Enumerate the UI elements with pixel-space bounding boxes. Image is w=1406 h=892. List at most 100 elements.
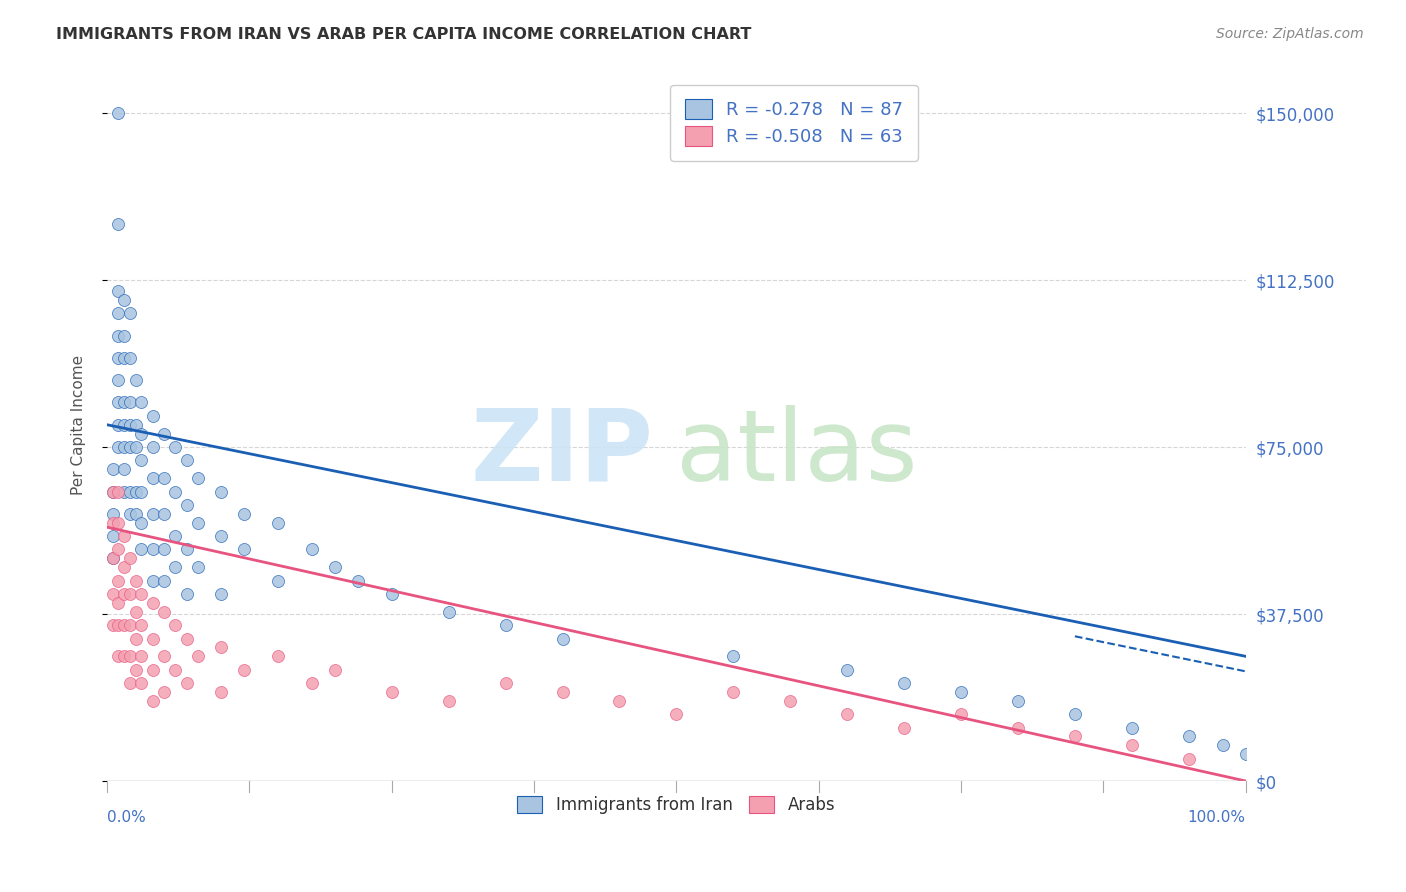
Point [1234, 747, 1257, 762]
Point [153, 605, 176, 619]
Point [129, 587, 152, 601]
Point [129, 618, 152, 632]
Point [323, 560, 346, 574]
Point [124, 574, 146, 588]
Point [107, 417, 129, 432]
Point [1121, 739, 1143, 753]
Point [118, 484, 141, 499]
Point [124, 663, 146, 677]
Point [1177, 730, 1199, 744]
Point [129, 426, 152, 441]
Point [153, 471, 176, 485]
Point [267, 574, 290, 588]
Point [495, 676, 517, 690]
Point [665, 707, 688, 722]
Text: 100.0%: 100.0% [1188, 810, 1246, 824]
Point [165, 560, 187, 574]
Point [129, 453, 152, 467]
Point [153, 542, 176, 557]
Point [176, 632, 198, 646]
Text: 0.0%: 0.0% [107, 810, 146, 824]
Point [101, 462, 124, 476]
Point [129, 676, 152, 690]
Point [118, 551, 141, 566]
Point [118, 587, 141, 601]
Point [165, 618, 187, 632]
Point [176, 587, 198, 601]
Point [112, 618, 135, 632]
Point [112, 484, 135, 499]
Point [124, 417, 146, 432]
Point [187, 649, 209, 664]
Point [107, 574, 129, 588]
Point [176, 542, 198, 557]
Point [232, 663, 254, 677]
Point [381, 587, 404, 601]
Point [176, 676, 198, 690]
Point [153, 685, 176, 699]
Text: ZIP: ZIP [471, 405, 654, 502]
Y-axis label: Per Capita Income: Per Capita Income [72, 355, 86, 495]
Point [232, 542, 254, 557]
Point [107, 596, 129, 610]
Point [107, 484, 129, 499]
Point [142, 596, 165, 610]
Point [107, 373, 129, 387]
Point [1007, 721, 1029, 735]
Point [107, 395, 129, 409]
Point [346, 574, 368, 588]
Point [142, 694, 165, 708]
Point [112, 649, 135, 664]
Point [118, 351, 141, 365]
Text: Source: ZipAtlas.com: Source: ZipAtlas.com [1216, 27, 1364, 41]
Point [107, 328, 129, 343]
Point [142, 632, 165, 646]
Point [267, 649, 290, 664]
Point [129, 395, 152, 409]
Point [495, 618, 517, 632]
Point [187, 516, 209, 530]
Point [101, 551, 124, 566]
Point [1121, 721, 1143, 735]
Point [107, 351, 129, 365]
Point [118, 395, 141, 409]
Point [107, 106, 129, 120]
Point [437, 694, 460, 708]
Point [165, 484, 187, 499]
Point [118, 507, 141, 521]
Text: IMMIGRANTS FROM IRAN VS ARAB PER CAPITA INCOME CORRELATION CHART: IMMIGRANTS FROM IRAN VS ARAB PER CAPITA … [56, 27, 752, 42]
Point [118, 306, 141, 320]
Point [118, 618, 141, 632]
Point [107, 618, 129, 632]
Point [101, 587, 124, 601]
Point [209, 529, 232, 543]
Point [129, 516, 152, 530]
Point [107, 284, 129, 298]
Point [124, 507, 146, 521]
Point [209, 685, 232, 699]
Point [101, 516, 124, 530]
Point [129, 649, 152, 664]
Point [437, 605, 460, 619]
Point [723, 685, 745, 699]
Point [107, 542, 129, 557]
Point [112, 587, 135, 601]
Point [118, 417, 141, 432]
Point [381, 685, 404, 699]
Point [837, 663, 859, 677]
Point [112, 351, 135, 365]
Point [101, 618, 124, 632]
Point [209, 640, 232, 655]
Point [118, 676, 141, 690]
Point [142, 409, 165, 423]
Point [101, 507, 124, 521]
Point [301, 542, 323, 557]
Point [112, 328, 135, 343]
Point [187, 471, 209, 485]
Point [176, 453, 198, 467]
Point [301, 676, 323, 690]
Legend: Immigrants from Iran, Arabs: Immigrants from Iran, Arabs [509, 788, 844, 822]
Point [124, 440, 146, 454]
Point [1212, 739, 1234, 753]
Point [551, 685, 574, 699]
